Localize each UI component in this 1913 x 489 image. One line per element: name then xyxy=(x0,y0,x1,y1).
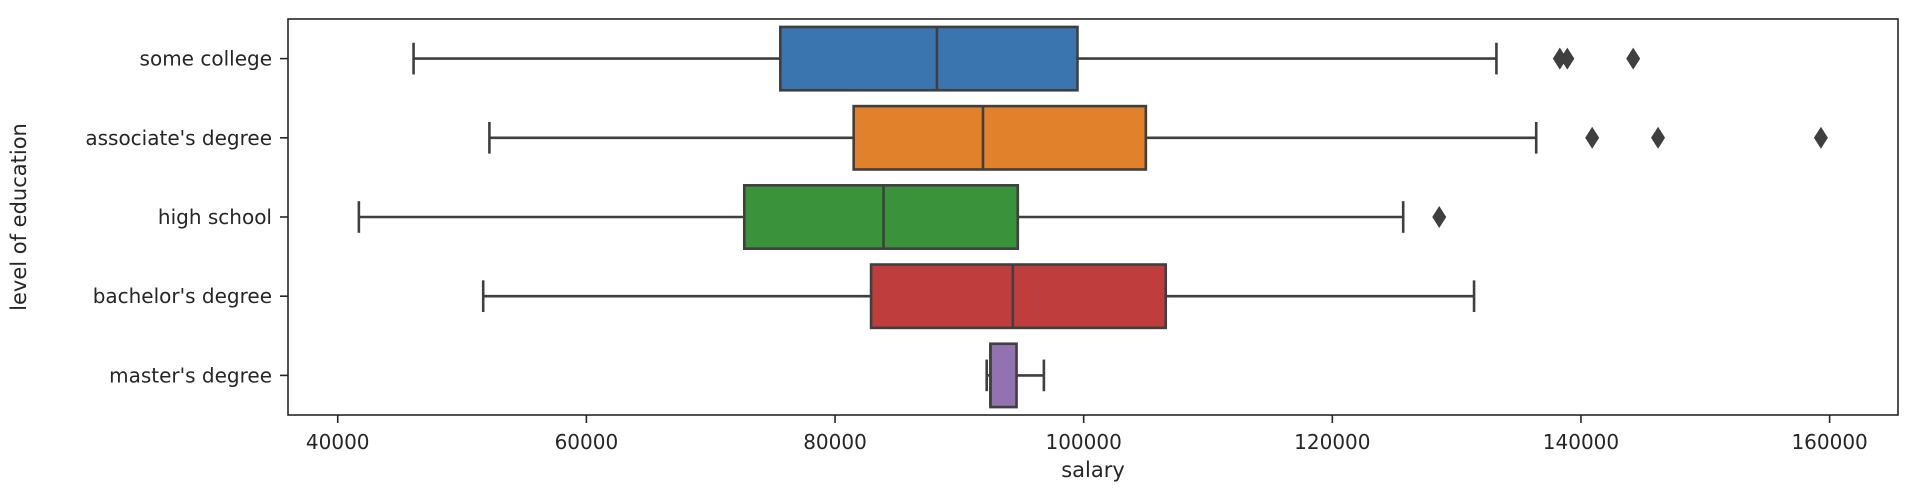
boxes-layer xyxy=(357,25,1828,409)
box-iqr xyxy=(742,184,1020,250)
outlier-point xyxy=(1552,47,1567,70)
outlier-point xyxy=(1813,126,1828,149)
box-group-1 xyxy=(488,104,1828,171)
box-iqr xyxy=(869,263,1168,330)
outlier-point xyxy=(1651,126,1666,149)
x-tick-label: 100000 xyxy=(1045,430,1121,454)
box-group-0 xyxy=(412,25,1641,92)
x-tick-label: 60000 xyxy=(555,430,619,454)
x-tick-label: 160000 xyxy=(1791,430,1867,454)
box-iqr xyxy=(852,104,1148,171)
y-tick-label: associate's degree xyxy=(85,126,272,150)
outlier-point xyxy=(1626,47,1641,70)
y-tick-label: bachelor's degree xyxy=(93,284,272,308)
outlier-point xyxy=(1585,126,1600,149)
x-axis-ticks: 40000 60000 80000 100000 120000 140000 160000 xyxy=(306,415,1868,454)
y-tick-label: some college xyxy=(140,47,272,71)
y-tick-label: master's degree xyxy=(109,363,272,387)
x-tick-label: 120000 xyxy=(1294,430,1370,454)
y-axis-label: level of education xyxy=(7,123,31,311)
x-tick-label: 80000 xyxy=(803,430,867,454)
x-tick-label: 140000 xyxy=(1543,430,1619,454)
y-tick-label: high school xyxy=(158,205,272,229)
x-tick-label: 40000 xyxy=(306,430,370,454)
box-group-2 xyxy=(357,184,1447,250)
box-group-4 xyxy=(985,342,1046,409)
outlier-point xyxy=(1432,206,1447,228)
outlier-point xyxy=(1560,47,1575,70)
x-axis-label: salary xyxy=(1061,458,1125,482)
box-iqr xyxy=(989,342,1018,409)
box-iqr xyxy=(779,25,1079,92)
box-group-3 xyxy=(481,263,1476,330)
y-axis-ticks: some college associate's degree high schoo… xyxy=(85,47,288,387)
